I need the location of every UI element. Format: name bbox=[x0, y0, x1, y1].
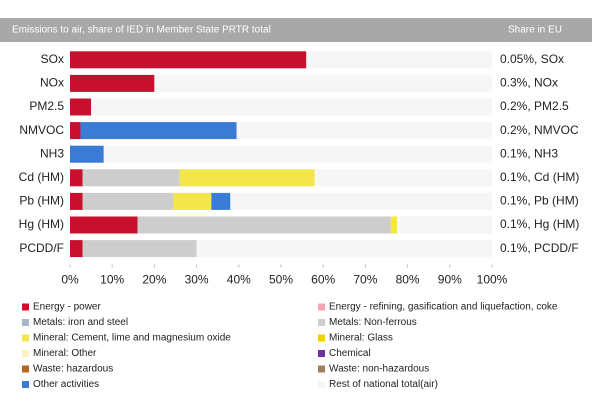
bar-segment bbox=[70, 98, 92, 116]
share-label: 0.1%, PCDD/F bbox=[500, 241, 579, 255]
legend-swatch bbox=[318, 365, 325, 373]
category-label: NMVOC bbox=[19, 123, 64, 137]
legend-label: Energy - power bbox=[33, 302, 101, 313]
category-label: Cd (HM) bbox=[19, 170, 64, 184]
share-title: Share in EU bbox=[508, 25, 562, 36]
legend-label: Rest of national total(air) bbox=[329, 379, 438, 390]
legend-label: Metals: Non-ferrous bbox=[329, 317, 417, 328]
legend-swatch bbox=[22, 350, 29, 357]
legend-label: Other activities bbox=[33, 379, 99, 390]
header-bar bbox=[0, 18, 592, 42]
category-label: Hg (HM) bbox=[19, 217, 64, 231]
bar-segment bbox=[236, 122, 492, 140]
bar-segment bbox=[70, 122, 81, 140]
bar-segment bbox=[70, 216, 138, 234]
bar-segment bbox=[154, 74, 492, 92]
bar-segment bbox=[70, 169, 83, 187]
bar-segment bbox=[70, 192, 83, 210]
bar-segment bbox=[211, 192, 231, 210]
share-label: 0.2%, PM2.5 bbox=[500, 99, 569, 113]
category-label: PM2.5 bbox=[29, 99, 64, 113]
x-tick-label: 30% bbox=[185, 273, 209, 287]
x-tick-label: 60% bbox=[311, 273, 335, 287]
x-tick-label: 90% bbox=[438, 273, 462, 287]
bar-segment bbox=[179, 169, 315, 187]
share-label: 0.3%, NOx bbox=[500, 76, 558, 90]
category-label: SOx bbox=[41, 52, 64, 66]
share-label: 0.1%, Pb (HM) bbox=[500, 194, 579, 208]
bar-segment bbox=[70, 240, 83, 258]
bar-segment bbox=[70, 74, 155, 92]
category-label: Pb (HM) bbox=[19, 194, 64, 208]
legend-swatch bbox=[318, 350, 325, 357]
legend-label: Metals: iron and steel bbox=[33, 317, 128, 328]
x-tick-label: 50% bbox=[269, 273, 293, 287]
chart-title: Emissions to air, share of IED in Member… bbox=[12, 25, 271, 36]
share-label: 0.2%, NMVOC bbox=[500, 123, 579, 137]
bar-segment bbox=[314, 169, 492, 187]
legend-swatch bbox=[318, 303, 325, 311]
x-tick-label: 100% bbox=[477, 273, 508, 287]
bar-segment bbox=[137, 216, 391, 234]
share-label: 0.1%, Cd (HM) bbox=[500, 170, 579, 184]
legend-label: Energy - refining, gasification and liqu… bbox=[329, 302, 558, 313]
bar-segment bbox=[173, 192, 212, 210]
x-tick-label: 0% bbox=[61, 273, 79, 287]
bar-segment bbox=[82, 240, 197, 258]
legend-swatch bbox=[318, 319, 325, 326]
legend-swatch bbox=[22, 334, 29, 342]
legend-label: Mineral: Cement, lime and magnesium oxid… bbox=[33, 333, 231, 344]
bar-segment bbox=[230, 192, 493, 210]
legend-swatch bbox=[318, 334, 325, 342]
bar-segment bbox=[70, 51, 307, 69]
category-label: NOx bbox=[40, 76, 64, 90]
category-label: NH3 bbox=[40, 146, 64, 160]
x-tick-label: 20% bbox=[142, 273, 166, 287]
share-label: 0.1%, Hg (HM) bbox=[500, 217, 579, 231]
share-label: 0.1%, NH3 bbox=[500, 146, 558, 160]
legend-label: Mineral: Glass bbox=[329, 333, 393, 344]
bar-segment bbox=[306, 51, 492, 69]
bar-segment bbox=[390, 216, 398, 234]
x-tick-label: 10% bbox=[100, 273, 124, 287]
category-label: PCDD/F bbox=[19, 241, 64, 255]
legend-swatch bbox=[22, 365, 29, 373]
legend-swatch bbox=[22, 303, 29, 311]
x-tick-label: 80% bbox=[396, 273, 420, 287]
legend-label: Waste: hazardous bbox=[33, 364, 113, 375]
share-label: 0.05%, SOx bbox=[500, 52, 564, 66]
bar-segment bbox=[82, 169, 180, 187]
legend-swatch bbox=[22, 381, 29, 388]
bar-segment bbox=[196, 240, 492, 258]
legend-label: Waste: non-hazardous bbox=[329, 364, 429, 375]
bar-segment bbox=[80, 122, 237, 140]
legend-label: Chemical bbox=[329, 348, 371, 359]
x-tick-label: 40% bbox=[227, 273, 251, 287]
bar-segment bbox=[397, 216, 492, 234]
bar-segment bbox=[70, 145, 104, 163]
legend-label: Mineral: Other bbox=[33, 348, 97, 359]
legend-swatch bbox=[22, 319, 29, 326]
bar-segment bbox=[103, 145, 492, 163]
bar-segment bbox=[82, 192, 174, 210]
bar-segment bbox=[91, 98, 492, 116]
legend-swatch bbox=[318, 381, 325, 388]
x-tick-label: 70% bbox=[353, 273, 377, 287]
